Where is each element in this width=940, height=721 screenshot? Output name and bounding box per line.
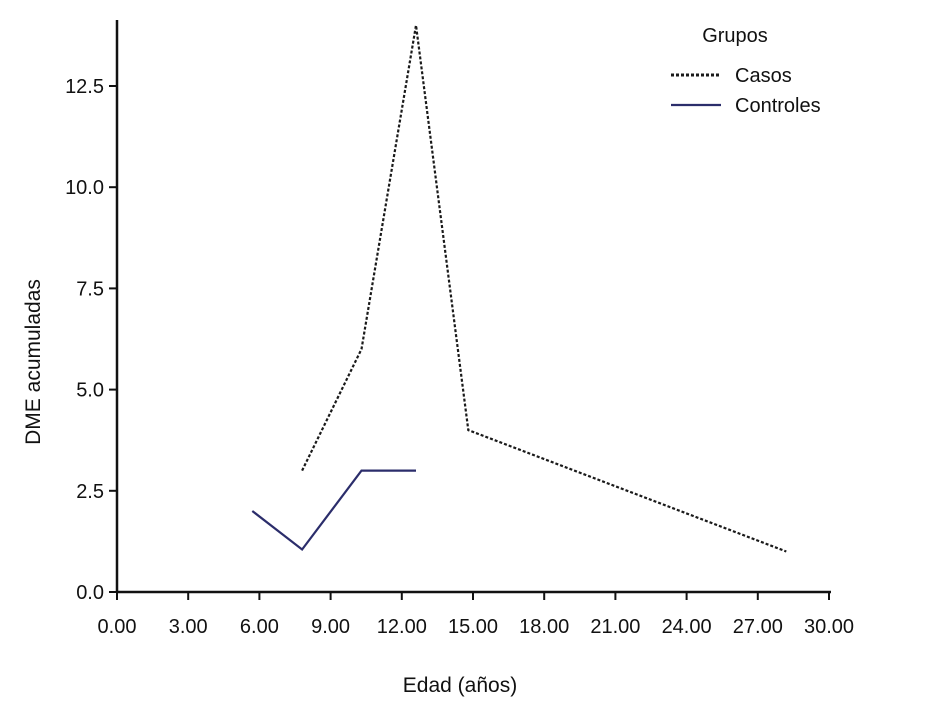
x-tick-label: 9.00 xyxy=(311,616,350,638)
x-tick-label: 30.00 xyxy=(804,616,854,638)
x-tick-label: 0.00 xyxy=(98,616,137,638)
y-tick-label: 7.5 xyxy=(76,278,104,300)
legend-label-controles: Controles xyxy=(735,95,821,117)
legend-items: Casos Controles xyxy=(671,65,821,117)
x-tick-label: 3.00 xyxy=(169,616,208,638)
x-ticks: 0.00 3.00 6.00 9.00 12.00 15.00 18.00 21.00 24.0… xyxy=(98,592,854,638)
x-tick-label: 21.00 xyxy=(590,616,640,638)
x-tick-label: 15.00 xyxy=(448,616,498,638)
x-tick-label: 27.00 xyxy=(733,616,783,638)
axes xyxy=(115,20,831,594)
y-tick-label: 10.0 xyxy=(65,177,104,199)
y-ticks: 0.0 2.5 5.0 7.5 10.0 12.5 xyxy=(65,76,117,604)
legend-title: Grupos xyxy=(702,25,768,47)
series-line-controles xyxy=(251,469,416,552)
x-axis-title: Edad (años) xyxy=(403,674,517,697)
x-tick-label: 6.00 xyxy=(240,616,279,638)
y-tick-label: 0.0 xyxy=(76,582,104,604)
series-line-casos xyxy=(301,25,787,553)
y-tick-label: 12.5 xyxy=(65,76,104,98)
legend: Grupos Casos Controles xyxy=(671,25,821,117)
x-tick-label: 18.00 xyxy=(519,616,569,638)
y-tick-label: 2.5 xyxy=(76,481,104,503)
y-axis-title: DME acumuladas xyxy=(22,279,45,445)
x-tick-label: 24.00 xyxy=(662,616,712,638)
legend-label-casos: Casos xyxy=(735,65,792,87)
y-tick-label: 5.0 xyxy=(76,380,104,402)
x-tick-label: 12.00 xyxy=(377,616,427,638)
series-layer xyxy=(251,25,787,553)
